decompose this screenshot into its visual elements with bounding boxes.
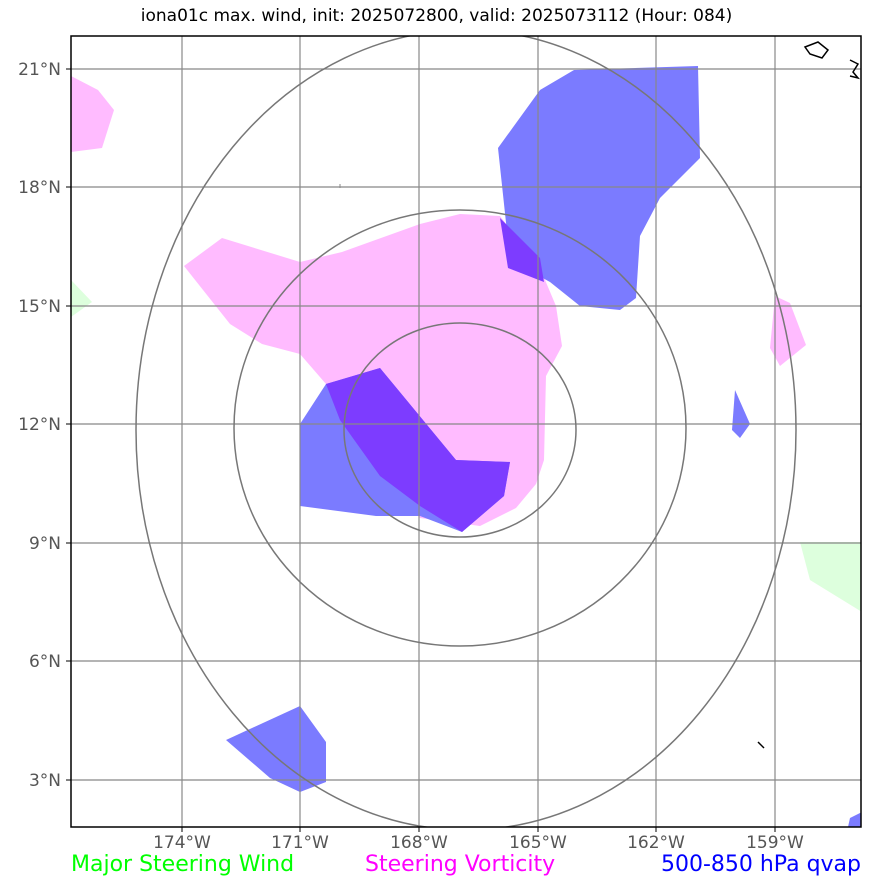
vorticity-areas <box>71 76 806 526</box>
coastline <box>757 741 765 749</box>
longitude-labels: 174°W 171°W 168°W 165°W 162°W 159°W <box>153 833 804 853</box>
coastline <box>849 59 861 80</box>
qvap-area <box>498 66 700 310</box>
legend-steering-vorticity: Steering Vorticity <box>365 852 556 877</box>
map-title: iona01c max. wind, init: 2025072800, val… <box>140 6 733 26</box>
lat-label: 6°N <box>29 652 61 672</box>
overlap-areas <box>326 218 544 532</box>
lon-label: 162°W <box>627 833 685 853</box>
qvap-area <box>732 390 750 438</box>
lat-label: 21°N <box>18 60 61 80</box>
latitude-labels: 21°N 18°N 15°N 12°N 9°N 6°N 3°N <box>18 60 61 791</box>
lat-label: 15°N <box>18 297 61 317</box>
steering-wind-areas <box>71 280 861 612</box>
graticule <box>71 36 861 827</box>
lat-label: 9°N <box>29 534 61 554</box>
range-rings <box>135 36 797 827</box>
qvap-area <box>848 812 861 827</box>
range-ring-inner <box>343 322 577 538</box>
lat-label: 12°N <box>18 415 61 435</box>
lon-label: 171°W <box>271 833 329 853</box>
lon-label: 168°W <box>390 833 448 853</box>
overlap-area <box>500 218 544 282</box>
lon-label: 159°W <box>746 833 804 853</box>
lat-label: 3°N <box>29 771 61 791</box>
steering-wind-area <box>800 542 861 612</box>
steering-wind-area <box>71 280 92 317</box>
legend-steering-wind: Major Steering Wind <box>71 852 295 877</box>
vorticity-area <box>184 214 562 526</box>
lat-label: 18°N <box>18 178 61 198</box>
coastline <box>803 41 830 59</box>
legend-qvap: 500-850 hPa qvap <box>660 852 861 877</box>
range-ring-middle <box>233 209 687 647</box>
range-ring-outer <box>135 36 797 827</box>
vorticity-area <box>71 76 114 152</box>
vorticity-area <box>770 296 806 366</box>
coastlines <box>757 41 861 749</box>
overlap-area <box>326 368 510 532</box>
map-frame <box>70 35 862 828</box>
axis-ticks <box>66 68 776 832</box>
qvap-area <box>226 706 326 792</box>
lon-label: 165°W <box>509 833 567 853</box>
lon-label: 174°W <box>153 833 211 853</box>
